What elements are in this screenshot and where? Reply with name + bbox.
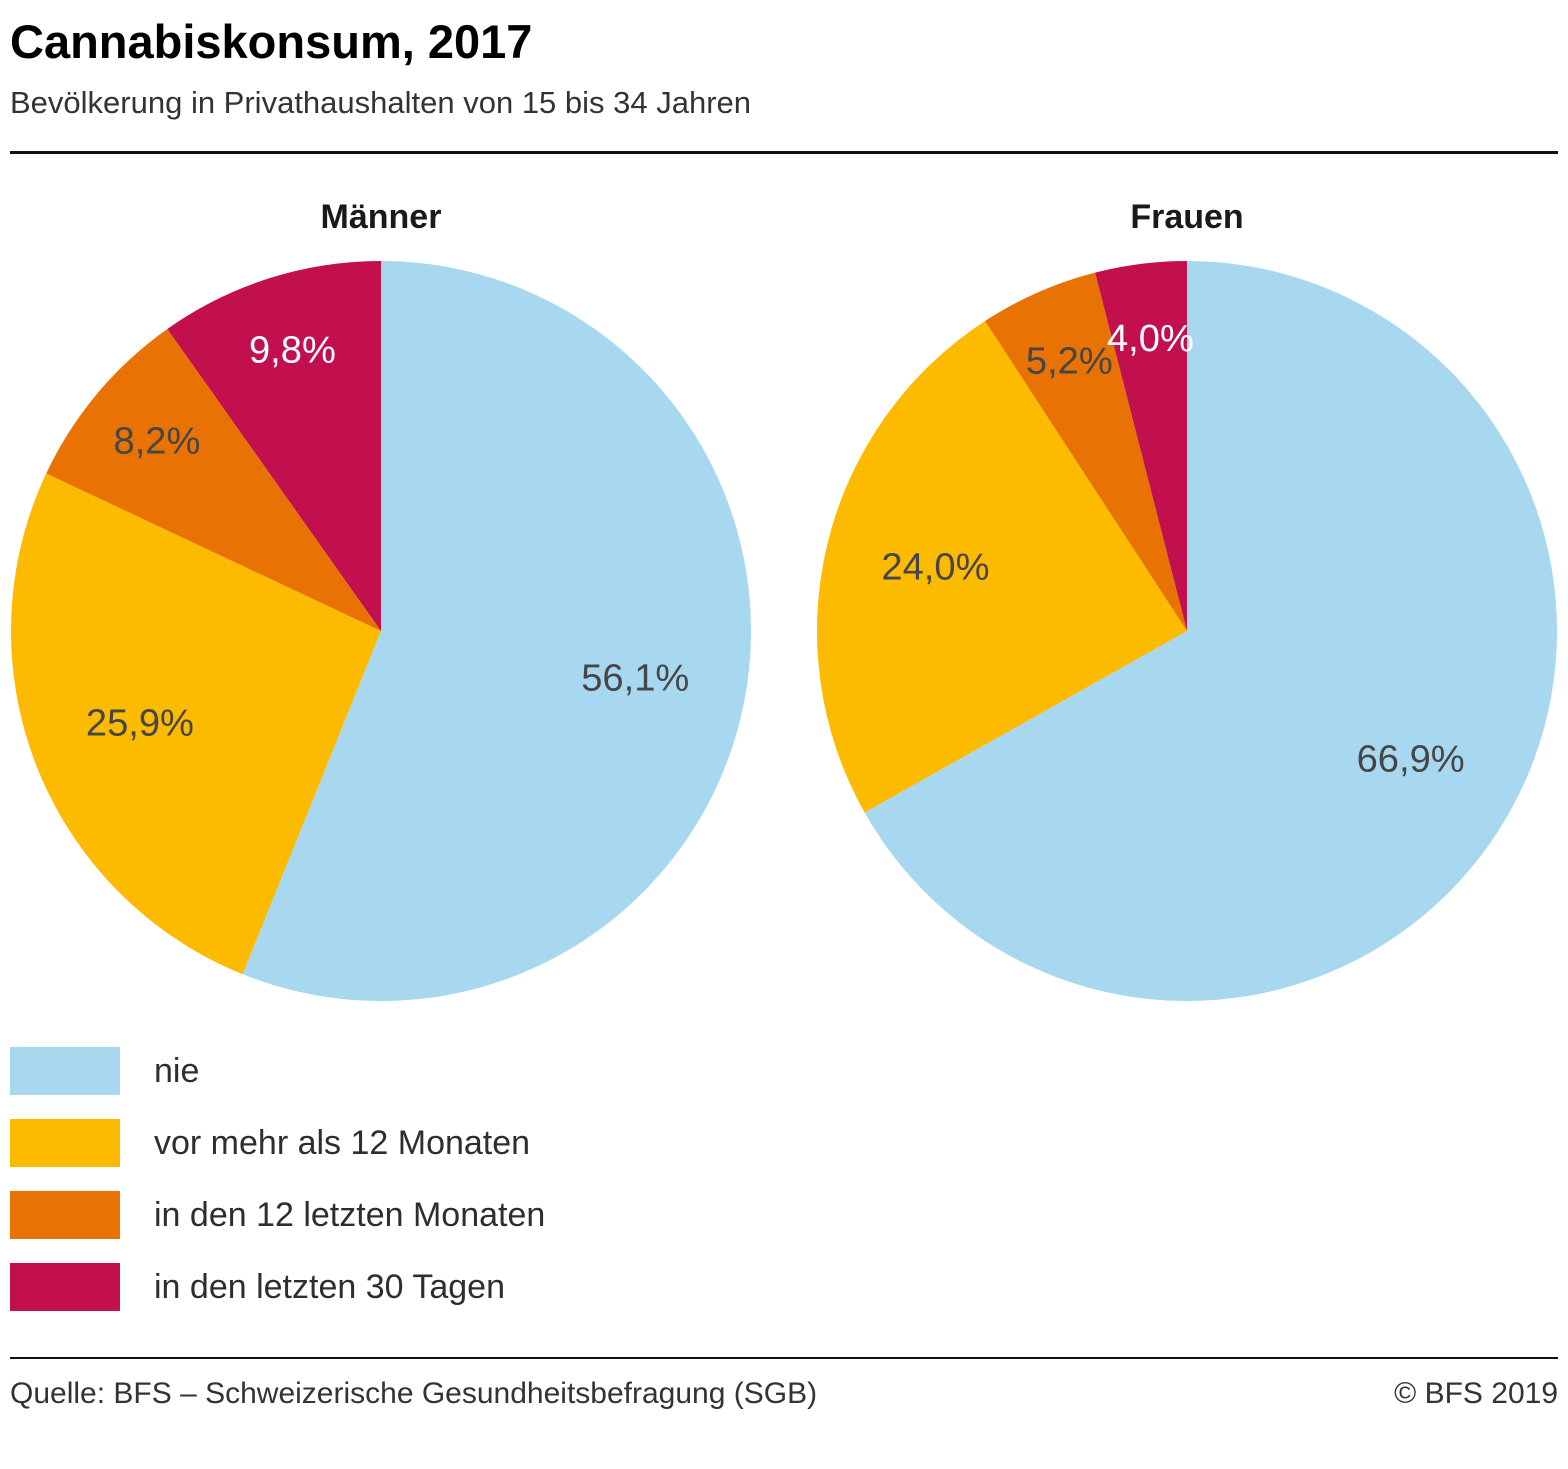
page-title: Cannabiskonsum, 2017	[10, 15, 533, 68]
legend-item-vor-mehr-als-12-monaten: vor mehr als 12 Monaten	[10, 1119, 1558, 1167]
footer: Quelle: BFS – Schweizerische Gesundheits…	[10, 1359, 1558, 1435]
pie-slice-label-1: 24,0%	[881, 546, 989, 588]
legend-swatch-vor-mehr-als-12-monaten	[10, 1119, 120, 1167]
legend-swatch-in-den-12-letzten-monaten	[10, 1191, 120, 1239]
pie-women: 66,9% 24,0% 5,2% 4,0%	[817, 261, 1557, 1001]
pie-slice-0	[242, 261, 751, 1001]
legend-label-nie: nie	[154, 1051, 200, 1090]
chart-title-women: Frauen	[1130, 198, 1244, 236]
divider-bottom	[10, 1357, 1558, 1359]
pie-chart-women: Frauen 66,9% 24,0% 5,2% 4,0%	[816, 198, 1558, 1001]
pie-slice-label-0: 66,9%	[1357, 739, 1465, 781]
pie-chart-men: Männer 56,1% 25,9% 8,2% 9,8%	[10, 198, 752, 1001]
legend-label-in-den-letzten-30-tagen: in den letzten 30 Tagen	[154, 1267, 505, 1306]
pie-slice-2	[985, 272, 1187, 631]
legend-label-in-den-12-letzten-monaten: in den 12 letzten Monaten	[154, 1195, 546, 1234]
legend-item-nie: nie	[10, 1047, 1558, 1095]
pie-slice-1	[11, 473, 381, 975]
source-text: Quelle: BFS – Schweizerische Gesundheits…	[10, 1377, 818, 1410]
chart-title-men: Männer	[320, 198, 442, 236]
legend-item-in-den-letzten-30-tagen: in den letzten 30 Tagen	[10, 1263, 1558, 1311]
pie-charts-row: Männer 56,1% 25,9% 8,2% 9,8% Frauen 66,9% 24…	[10, 198, 1558, 1001]
pie-slice-label-0: 56,1%	[581, 657, 689, 699]
pie-slice-label-3: 9,8%	[249, 329, 336, 371]
pie-slice-0	[864, 261, 1557, 1001]
pie-slice-label-2: 8,2%	[114, 420, 201, 462]
pie-slice-2	[46, 328, 382, 631]
pie-slice-3	[167, 261, 381, 631]
legend-label-vor-mehr-als-12-monaten: vor mehr als 12 Monaten	[154, 1123, 531, 1162]
copyright-text: © BFS 2019	[1394, 1377, 1558, 1410]
legend: nie vor mehr als 12 Monaten in den 12 le…	[10, 1047, 1558, 1311]
pie-slice-label-1: 25,9%	[86, 703, 194, 745]
page-subtitle: Bevölkerung in Privathaushalten von 15 b…	[10, 85, 752, 120]
legend-swatch-nie	[10, 1047, 120, 1095]
legend-item-in-den-12-letzten-monaten: in den 12 letzten Monaten	[10, 1191, 1558, 1239]
pie-slice-label-3: 4,0%	[1107, 318, 1194, 360]
divider-top	[10, 151, 1558, 154]
header: Cannabiskonsum, 2017 Bevölkerung in Priv…	[10, 14, 1558, 121]
legend-swatch-in-den-letzten-30-tagen	[10, 1263, 120, 1311]
pie-slice-label-2: 5,2%	[1026, 340, 1113, 382]
pie-slice-3	[1095, 261, 1187, 631]
pie-slice-1	[817, 320, 1187, 813]
pie-men: 56,1% 25,9% 8,2% 9,8%	[11, 261, 751, 1001]
